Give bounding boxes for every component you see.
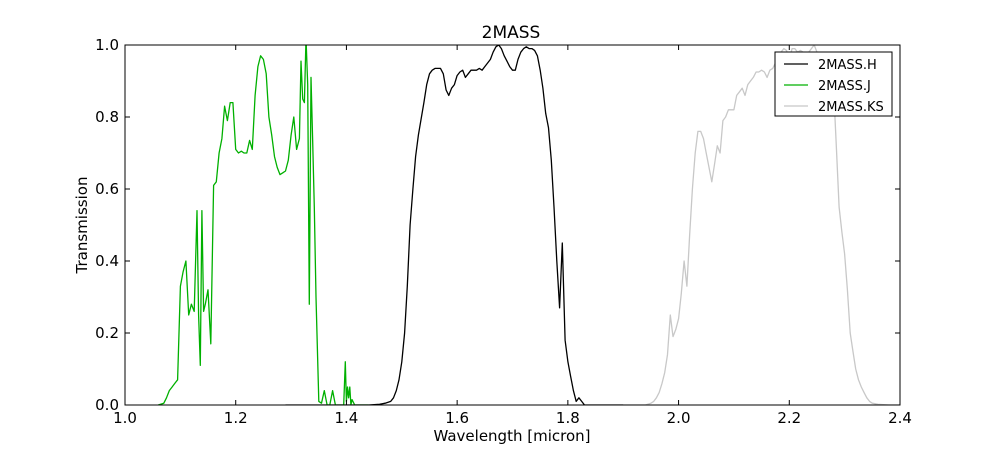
x-tick-label: 2.0	[667, 409, 691, 427]
series-layer	[158, 45, 900, 405]
legend-label: 2MASS.J	[818, 79, 871, 94]
y-tick-label: 1.0	[95, 36, 119, 54]
legend-box	[774, 51, 893, 117]
y-axis-label: Transmission	[73, 177, 91, 275]
axes-border	[124, 44, 901, 406]
x-axis: 1.0 1.2 1.4 1.6 1.8 2.0 2.2 2.4	[113, 45, 912, 427]
chart-title: 2MASS	[482, 23, 541, 43]
x-tick-label: 1.0	[113, 409, 137, 427]
x-tick-label: 1.4	[334, 409, 358, 427]
legend: 2MASS.H 2MASS.J 2MASS.KS	[774, 51, 893, 117]
series-line-2mass-j	[158, 45, 369, 405]
legend-label: 2MASS.KS	[818, 100, 884, 115]
y-tick-label: 0.2	[95, 324, 119, 342]
legend-label: 2MASS.H	[818, 58, 877, 73]
x-axis-label: Wavelength [micron]	[433, 427, 590, 445]
y-tick-label: 0.4	[95, 252, 119, 270]
series-line-2mass-h	[285, 45, 624, 405]
x-tick-label: 1.6	[445, 409, 469, 427]
y-axis: 0.0 0.2 0.4 0.6 0.8 1.0	[95, 36, 900, 414]
series-line-2mass-ks	[623, 45, 900, 405]
y-tick-label: 0.0	[95, 396, 119, 414]
y-tick-label: 0.8	[95, 108, 119, 126]
x-tick-label: 1.2	[224, 409, 248, 427]
x-tick-label: 2.2	[777, 409, 801, 427]
y-tick-label: 0.6	[95, 180, 119, 198]
x-tick-label: 2.4	[888, 409, 912, 427]
x-tick-label: 1.8	[556, 409, 580, 427]
